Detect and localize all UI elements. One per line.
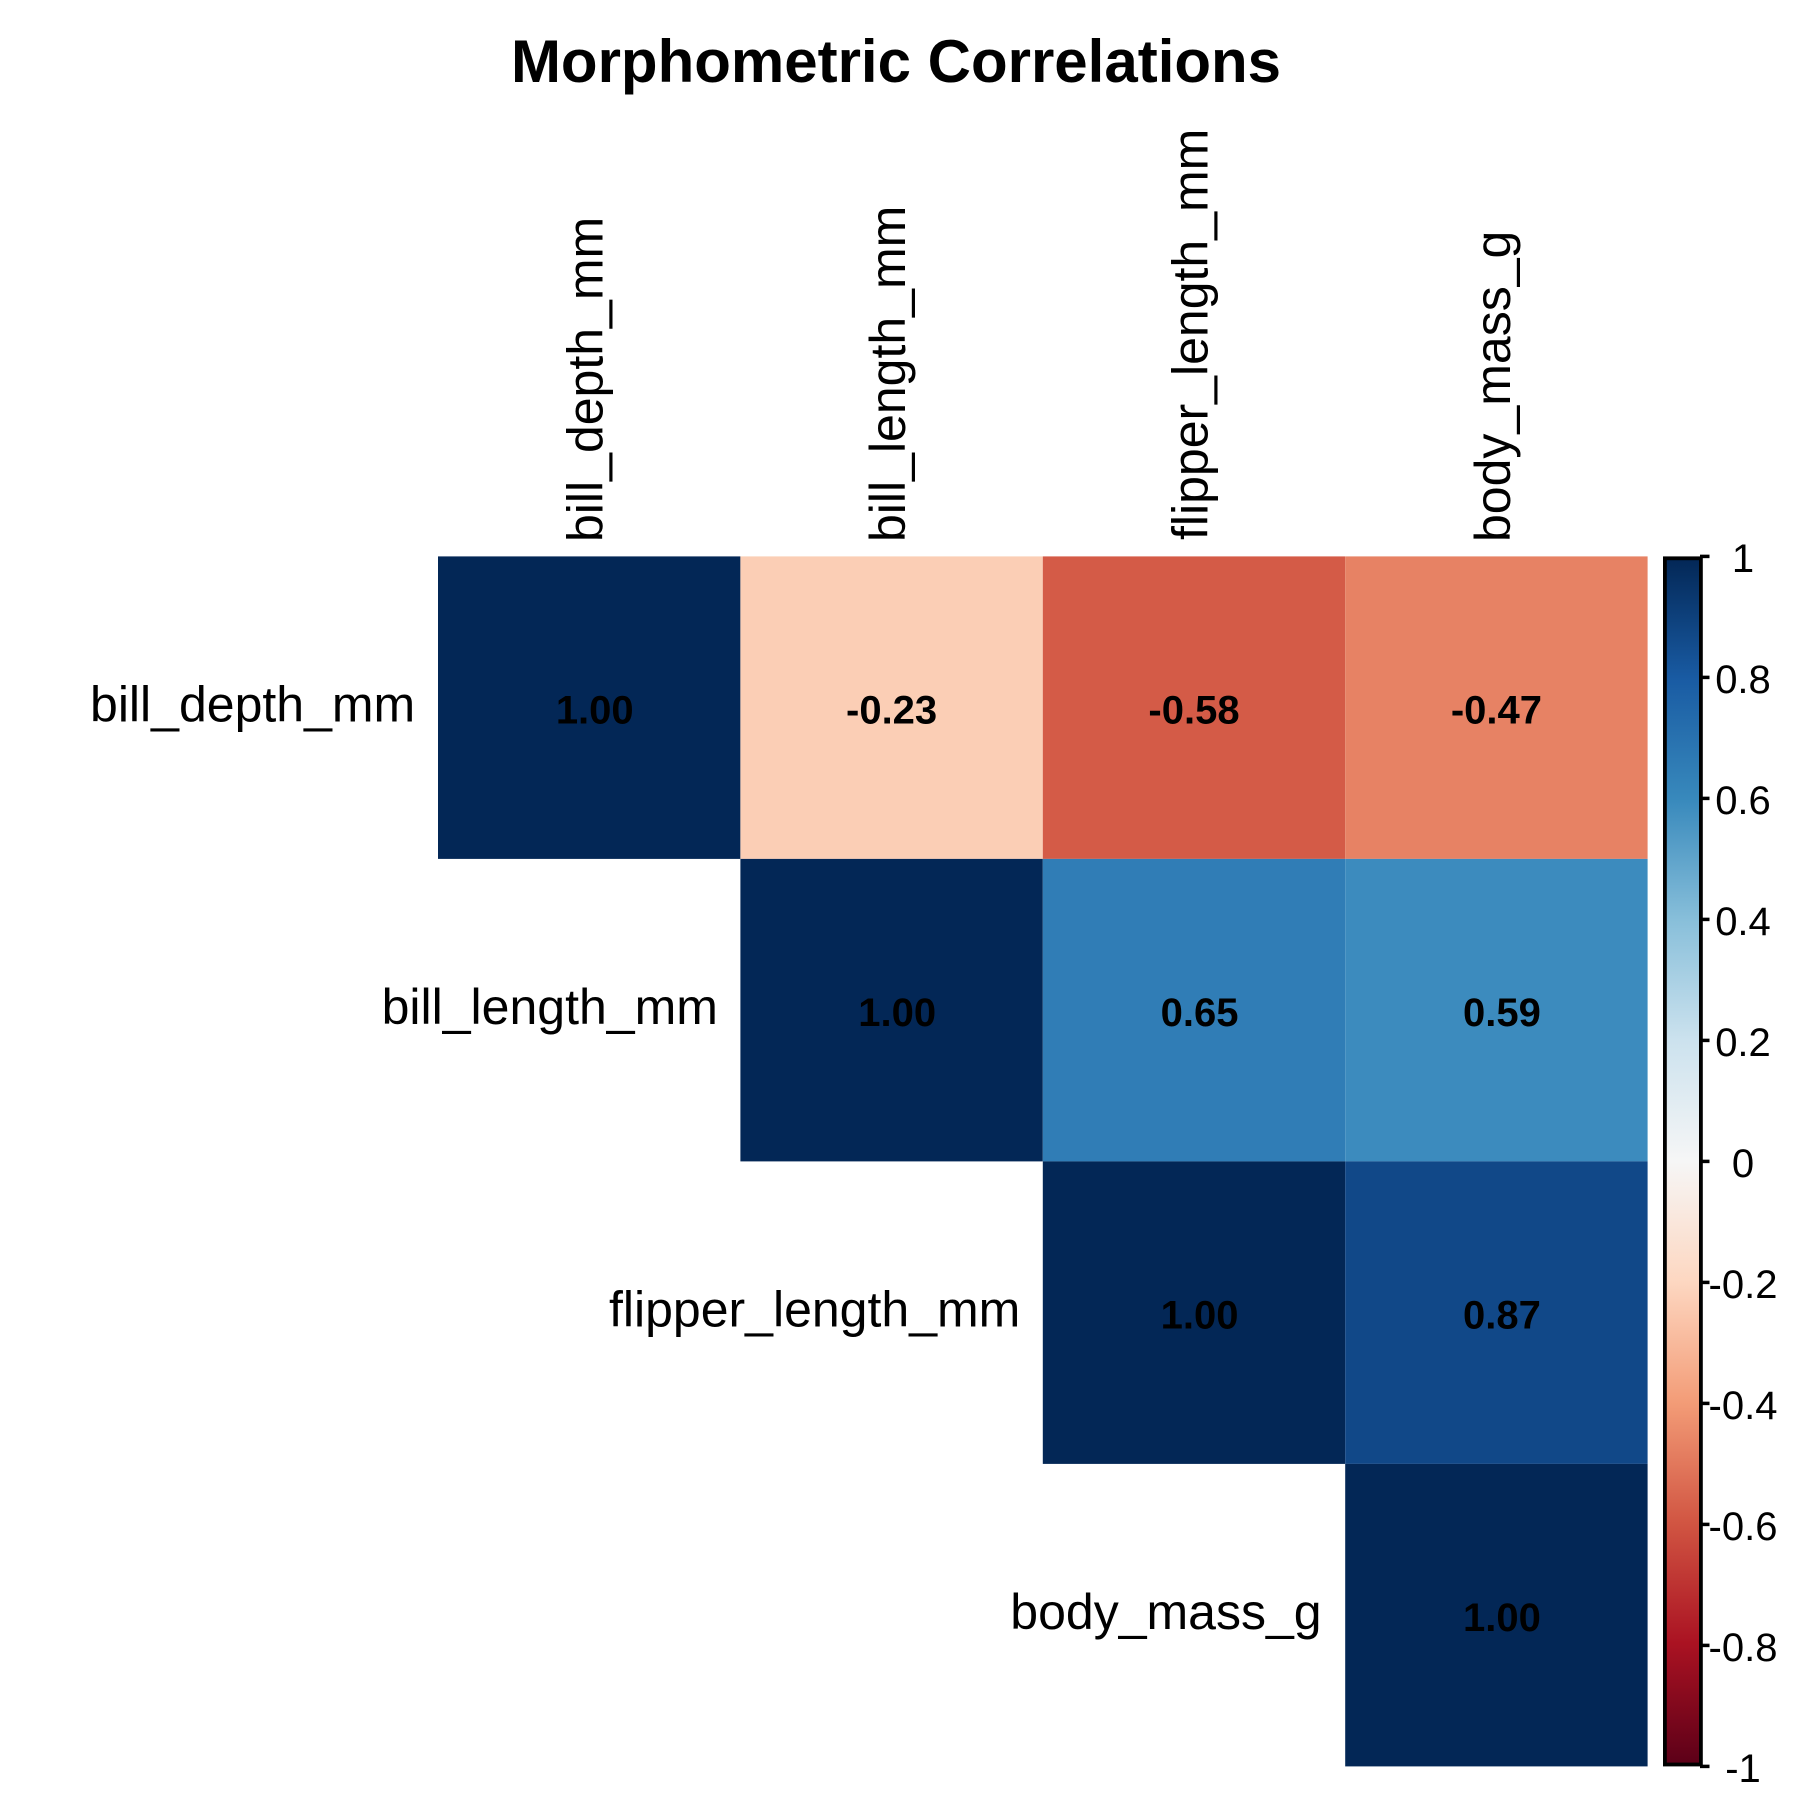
svg-text:bill_length_mm: bill_length_mm <box>382 979 718 1035</box>
svg-text:0.65: 0.65 <box>1161 991 1239 1035</box>
svg-text:bill_length_mm: bill_length_mm <box>860 206 916 542</box>
svg-text:0.2: 0.2 <box>1715 1021 1771 1065</box>
svg-text:0.87: 0.87 <box>1463 1294 1541 1338</box>
svg-text:flipper_length_mm: flipper_length_mm <box>1163 129 1219 540</box>
svg-text:bill_depth_mm: bill_depth_mm <box>558 217 614 542</box>
svg-text:-0.47: -0.47 <box>1451 689 1542 733</box>
svg-text:-0.6: -0.6 <box>1709 1505 1778 1549</box>
svg-text:1.00: 1.00 <box>556 689 634 733</box>
svg-text:-0.4: -0.4 <box>1709 1384 1778 1428</box>
svg-text:-0.23: -0.23 <box>846 689 937 733</box>
svg-text:-0.58: -0.58 <box>1148 689 1239 733</box>
svg-text:1.00: 1.00 <box>858 991 936 1035</box>
svg-text:-0.2: -0.2 <box>1709 1263 1778 1307</box>
svg-text:flipper_length_mm: flipper_length_mm <box>609 1282 1020 1338</box>
svg-text:body_mass_g: body_mass_g <box>1010 1584 1321 1640</box>
svg-text:Morphometric Correlations: Morphometric Correlations <box>511 28 1281 95</box>
svg-text:0.4: 0.4 <box>1715 900 1771 944</box>
svg-text:-1: -1 <box>1725 1747 1761 1791</box>
svg-text:bill_depth_mm: bill_depth_mm <box>90 677 415 733</box>
svg-text:1.00: 1.00 <box>1161 1294 1239 1338</box>
svg-text:0.59: 0.59 <box>1463 991 1541 1035</box>
svg-text:0.8: 0.8 <box>1715 658 1771 702</box>
svg-text:1: 1 <box>1732 537 1754 581</box>
svg-text:0: 0 <box>1732 1142 1754 1186</box>
svg-text:0.6: 0.6 <box>1715 779 1771 823</box>
svg-text:-0.8: -0.8 <box>1709 1626 1778 1670</box>
svg-text:1.00: 1.00 <box>1463 1596 1541 1640</box>
svg-text:body_mass_g: body_mass_g <box>1465 231 1521 542</box>
